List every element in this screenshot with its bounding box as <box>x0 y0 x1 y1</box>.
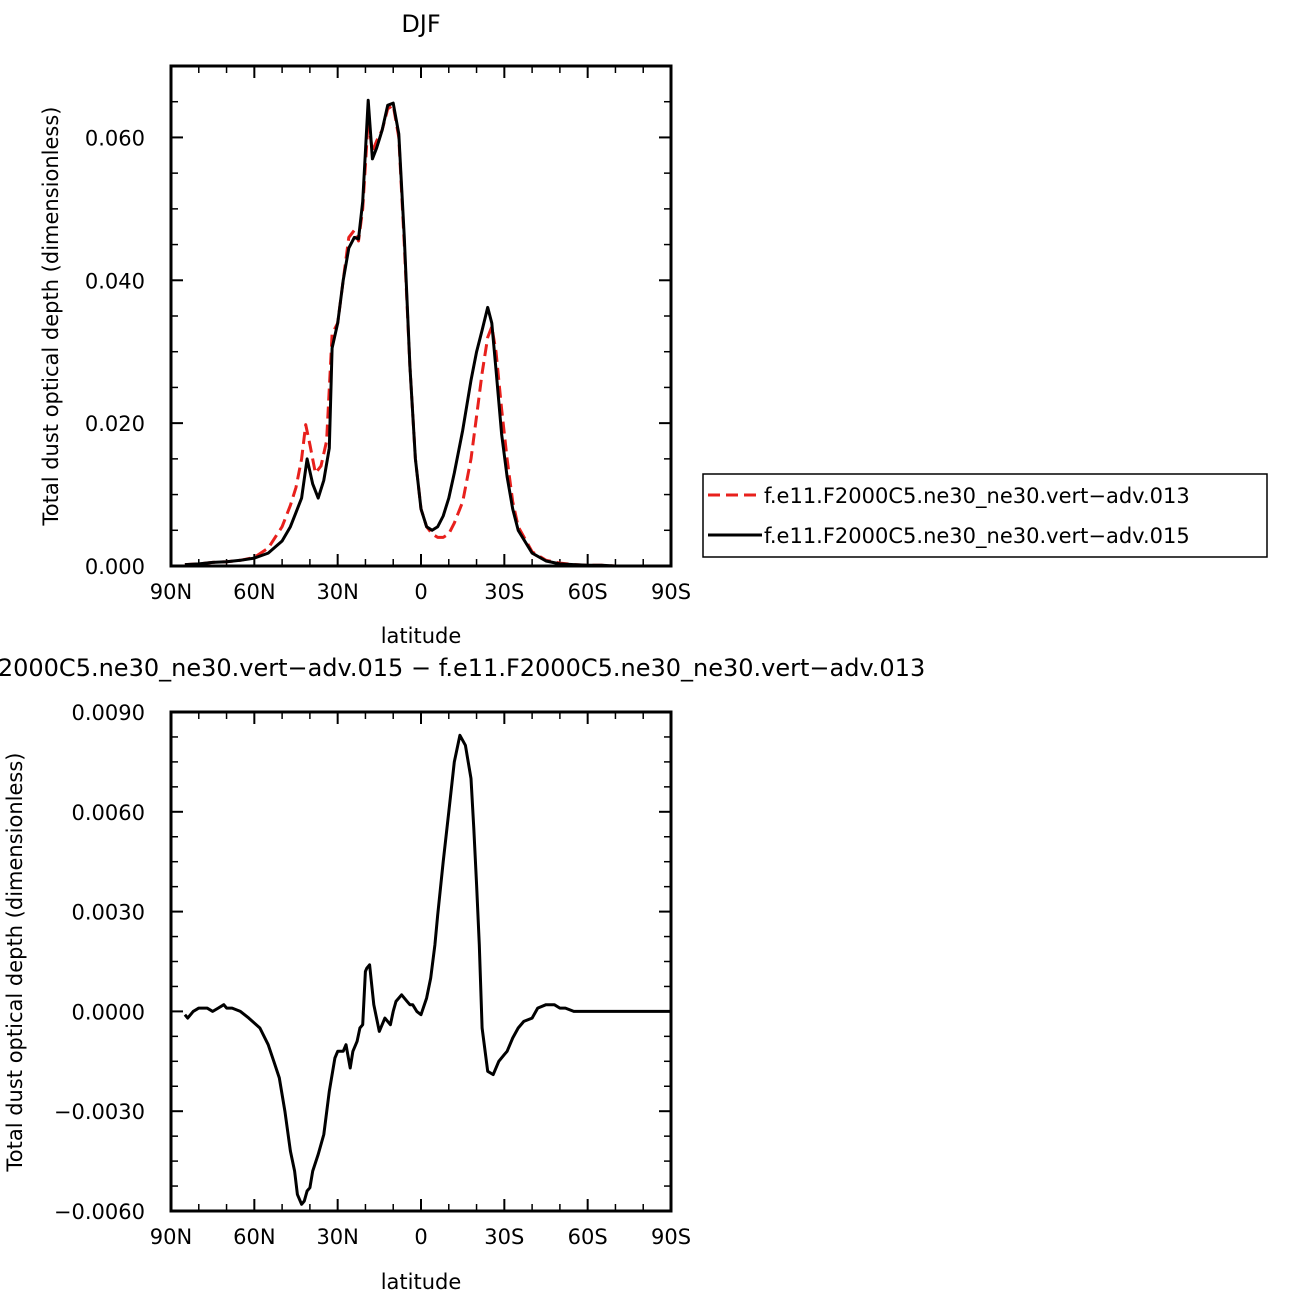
bottom-panel: f.e11.F2000C5.ne30_ne30.vert−adv.015 − f… <box>0 654 925 1294</box>
top-y-tick-label: 0.000 <box>85 555 145 579</box>
bottom-x-axis-title: latitude <box>381 1270 462 1294</box>
top-x-axis-title: latitude <box>381 624 462 648</box>
top-plot-title: DJF <box>401 10 440 38</box>
top-x-tick-label: 30S <box>484 580 524 604</box>
bottom-y-axis-title: Total dust optical depth (dimensionless) <box>3 753 27 1173</box>
bottom-y-tick-label: 0.0060 <box>72 801 145 825</box>
top-panel: DJF 90N 60N 30N 0 30S 60S 90S 0.000 0.020 0.040 0.… <box>39 10 691 648</box>
top-series-line-1 <box>184 98 671 568</box>
legend-label-013: f.e11.F2000C5.ne30_ne30.vert−adv.013 <box>764 484 1190 509</box>
bottom-plot-frame <box>169 710 673 1213</box>
top-series-group <box>184 98 671 568</box>
bottom-x-tick-label: 60S <box>568 1225 608 1249</box>
bottom-y-tick-label: −0.0060 <box>54 1200 145 1224</box>
top-x-tick-label: 90S <box>651 580 691 604</box>
bottom-x-tick-label: 0 <box>414 1225 427 1249</box>
bottom-y-tick-label: 0.0090 <box>72 701 145 725</box>
bottom-y-tick-label: −0.0030 <box>54 1100 145 1124</box>
top-plot-frame <box>169 64 673 568</box>
legend-box <box>702 473 1268 558</box>
top-y-axis-title: Total dust optical depth (dimensionless) <box>39 107 63 527</box>
bottom-series-group <box>183 733 671 1206</box>
bottom-x-tick-label: 60N <box>233 1225 275 1249</box>
bottom-axes: 90N 60N 30N 0 30S 60S 90S −0.0060 −0.0030 0.0000 0… <box>54 701 691 1249</box>
top-x-tick-label: 90N <box>150 580 192 604</box>
top-y-tick-label: 0.060 <box>85 126 145 150</box>
top-x-tick-label: 60S <box>568 580 608 604</box>
bottom-x-tick-label: 30S <box>484 1225 524 1249</box>
top-y-tick-label: 0.040 <box>85 269 145 293</box>
legend-label-015: f.e11.F2000C5.ne30_ne30.vert−adv.015 <box>764 524 1190 549</box>
top-x-tick-label: 60N <box>233 580 275 604</box>
top-x-tick-label: 30N <box>316 580 358 604</box>
top-axes: 90N 60N 30N 0 30S 60S 90S 0.000 0.020 0.040 0.060 <box>85 65 691 604</box>
top-y-tick-label: 0.020 <box>85 412 145 436</box>
bottom-x-tick-label: 90N <box>150 1225 192 1249</box>
bottom-y-tick-label: 0.0000 <box>72 1000 145 1024</box>
bottom-x-tick-label: 30N <box>316 1225 358 1249</box>
bottom-plot-title: f.e11.F2000C5.ne30_ne30.vert−adv.015 − f… <box>0 654 925 682</box>
legend: f.e11.F2000C5.ne30_ne30.vert−adv.013 f.e… <box>702 473 1268 558</box>
bottom-series-line-0 <box>183 733 671 1206</box>
top-series-line-0 <box>184 103 671 568</box>
top-x-tick-label: 0 <box>414 580 427 604</box>
bottom-x-tick-label: 90S <box>651 1225 691 1249</box>
bottom-y-tick-label: 0.0030 <box>72 901 145 925</box>
